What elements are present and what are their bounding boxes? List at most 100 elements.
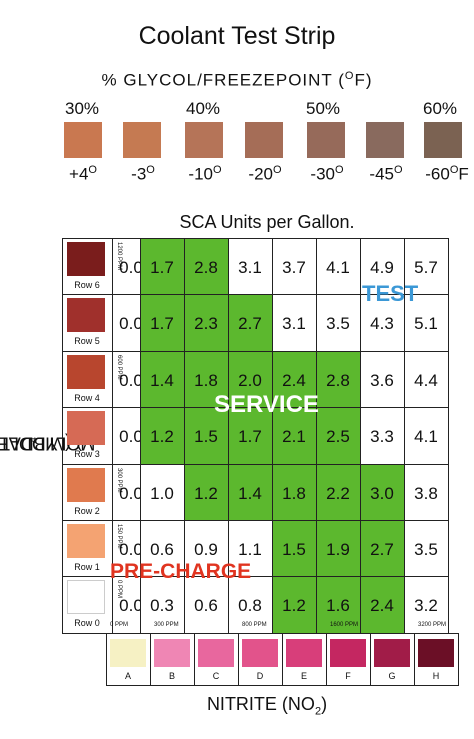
sca-value: 0.0	[119, 427, 143, 447]
freezepoint-label: +4O	[69, 164, 97, 184]
value-cell	[228, 294, 273, 352]
sca-value: 1.7	[238, 427, 262, 447]
row-swatch	[67, 524, 105, 558]
nitrite-swatch	[374, 638, 410, 667]
row-swatch	[67, 467, 105, 502]
sca-value: 1.4	[150, 370, 174, 390]
freezepoint-label: -10O	[188, 164, 222, 184]
sca-value: 1.8	[194, 370, 218, 390]
value-cell	[404, 238, 449, 296]
value-cell	[404, 520, 449, 578]
row-label: Row 5	[74, 336, 100, 347]
value-cell	[184, 350, 229, 409]
sca-value: 1.2	[150, 427, 174, 447]
value-cell	[184, 463, 229, 521]
glycol-swatch	[64, 122, 102, 158]
sca-value: 0.0	[119, 258, 143, 277]
sca-value: 0.8	[238, 596, 262, 616]
sca-value: 3.5	[414, 540, 438, 559]
sca-value: 0.0	[119, 483, 143, 503]
value-cell	[404, 350, 449, 409]
row-label: Row 1	[74, 562, 100, 572]
sca-value: 2.0	[238, 370, 262, 390]
sca-value: 4.9	[370, 258, 394, 277]
sca-value: 2.1	[282, 427, 306, 447]
value-cell	[184, 238, 229, 296]
nitrite-ppm-label: 0 PPM	[110, 622, 129, 629]
glycol-percent-30: 30%	[64, 99, 100, 118]
nitrite-swatch-cell	[414, 632, 459, 686]
row-label: Row 6	[74, 280, 100, 290]
sca-value: 5.7	[414, 258, 438, 277]
value-cell	[404, 463, 449, 521]
sca-value: 0.3	[150, 596, 174, 616]
sca-value: 2.2	[326, 483, 350, 503]
nitrite-column-letter: E	[300, 670, 307, 681]
x-axis-label: NITRITE (NO2)	[206, 694, 328, 718]
sca-value: 4.4	[414, 370, 438, 390]
glycol-freezepoint-title: % GLYCOL/FREEZEPOINT (OF)	[101, 70, 373, 90]
sca-value: 2.7	[238, 314, 262, 334]
row-label: Row 0	[74, 618, 100, 629]
value-cell	[140, 520, 185, 578]
sca-value: 4.1	[414, 427, 438, 447]
value-cell	[228, 350, 273, 409]
glycol-swatch	[307, 122, 345, 158]
nitrite-column-letter: A	[124, 670, 131, 681]
nitrite-swatch	[242, 638, 278, 667]
glycol-percent-60: 60%	[422, 99, 458, 118]
row-swatch	[67, 580, 105, 615]
sca-value: 1.2	[194, 483, 218, 503]
sca-value: 1.8	[282, 483, 306, 503]
value-cell	[140, 576, 185, 634]
freezepoint-label: -20O	[248, 164, 282, 184]
value-cell	[316, 407, 361, 465]
value-cell	[228, 520, 273, 578]
sca-value: 3.7	[282, 258, 306, 277]
sca-value: 3.1	[238, 258, 262, 277]
value-cell	[316, 576, 361, 634]
zone-test-label: TEST	[362, 281, 419, 306]
glycol-swatch	[245, 122, 283, 158]
sca-value: 1.2	[282, 596, 306, 616]
nitrite-swatch	[154, 638, 190, 667]
sca-value: 3.3	[370, 427, 394, 447]
sca-value: 2.4	[282, 370, 306, 390]
value-cell	[316, 520, 361, 578]
nitrite-swatch	[418, 638, 454, 667]
freezepoint-label: -3O	[131, 164, 155, 184]
value-cell	[228, 238, 273, 296]
sca-value: 0.6	[194, 596, 218, 616]
sca-value: 3.6	[370, 370, 394, 390]
value-cell	[360, 294, 405, 352]
value-cell	[184, 407, 229, 465]
value-cell	[184, 294, 229, 352]
sca-value: 2.8	[326, 370, 350, 390]
nitrite-ppm-label: 300 PPM	[154, 622, 179, 629]
zone-pre-charge-label: PRE-CHARGE	[110, 560, 252, 583]
sca-value: 1.4	[238, 483, 262, 503]
glycol-swatch	[424, 122, 462, 158]
nitrite-column-letter: H	[432, 670, 440, 681]
value-cell	[184, 576, 229, 634]
nitrite-swatch	[286, 638, 322, 667]
nitrite-swatch	[330, 638, 366, 667]
nitrite-column-letter: C	[212, 670, 220, 681]
sca-value: 1.7	[150, 258, 174, 277]
value-cell	[316, 238, 361, 296]
row-swatch	[67, 242, 105, 276]
sca-value: 4.3	[370, 314, 394, 334]
value-cell	[272, 463, 317, 521]
sca-value: 4.1	[326, 258, 350, 277]
value-cell	[404, 407, 449, 465]
nitrite-ppm-label: 800 PPM	[242, 622, 267, 629]
value-cell	[360, 238, 405, 296]
sca-units-title: SCA Units per Gallon.	[179, 212, 355, 232]
value-cell	[272, 294, 317, 352]
sca-value: 3.2	[414, 596, 438, 616]
freezepoint-label: -45O	[369, 164, 403, 184]
glycol-swatch	[123, 122, 161, 158]
sca-value: 0.0	[119, 540, 143, 559]
value-cell	[140, 294, 185, 352]
sca-value: 1.5	[194, 427, 218, 447]
